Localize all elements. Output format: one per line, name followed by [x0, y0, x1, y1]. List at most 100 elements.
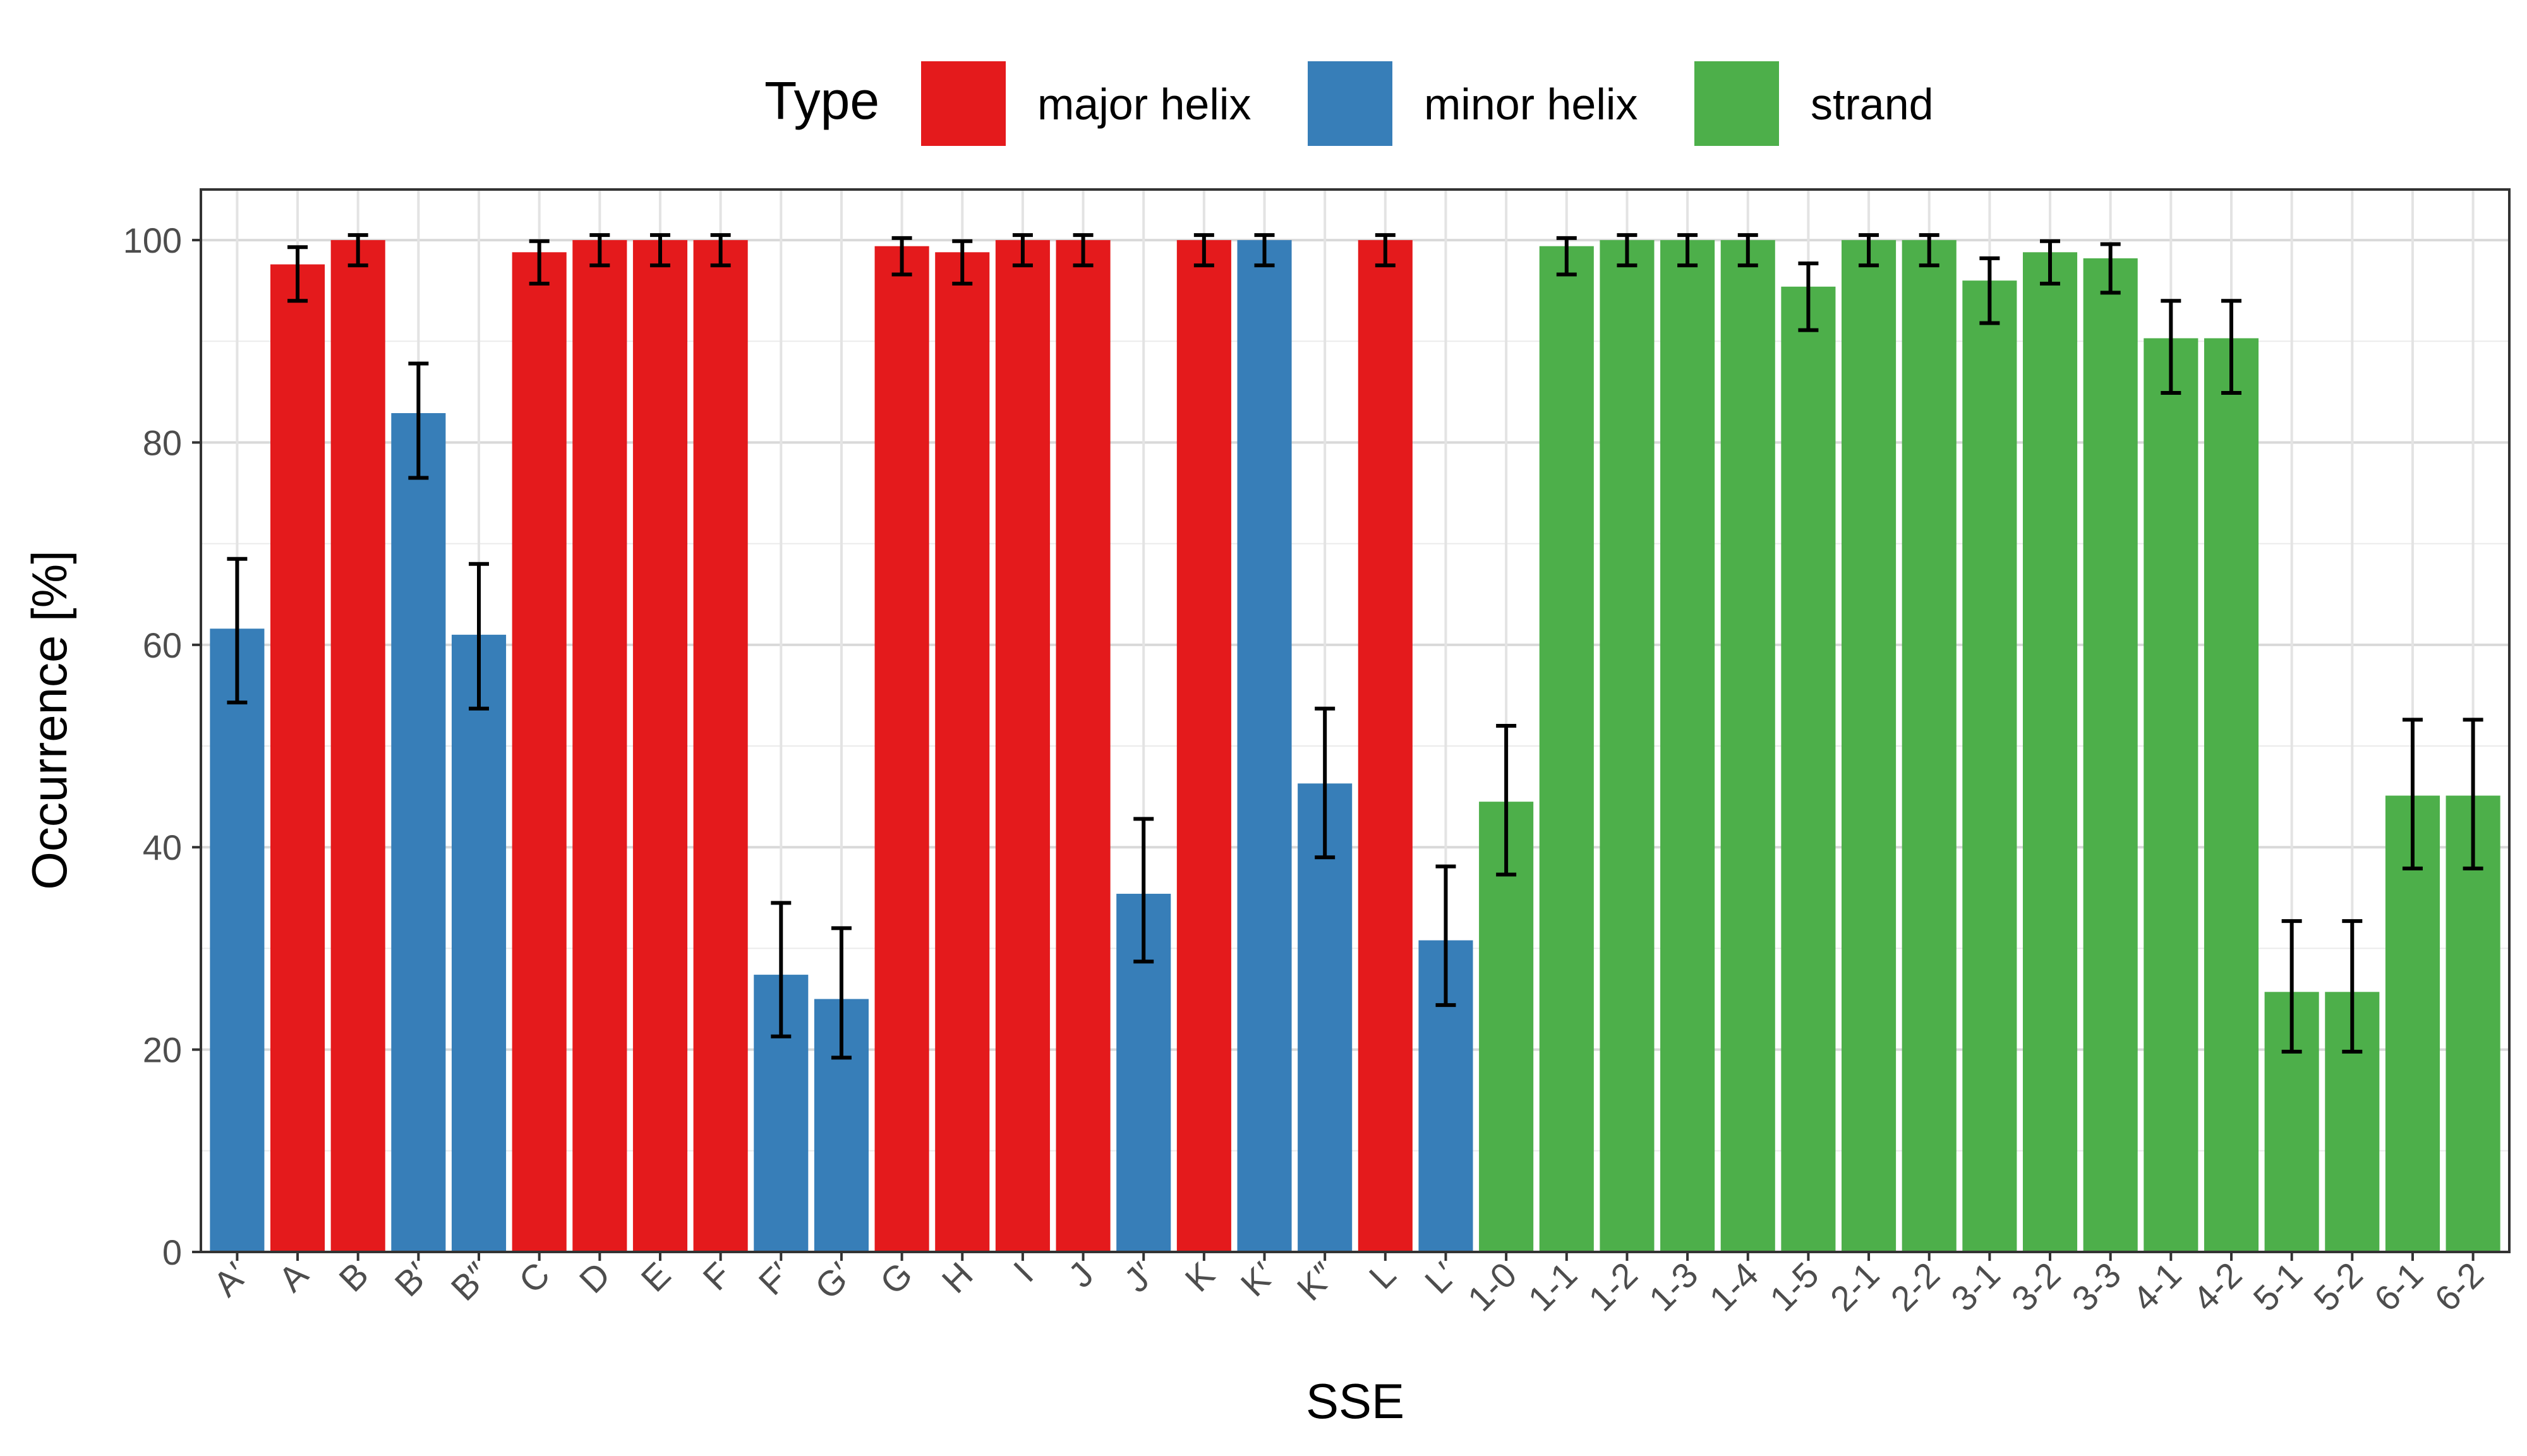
x-tick-label: B′: [387, 1254, 436, 1304]
legend-key: [1308, 61, 1392, 146]
bar-L: [1358, 240, 1413, 1253]
error-bar-B: [347, 233, 368, 268]
error-bar-D: [589, 233, 610, 268]
x-tick-label: 1-3: [1641, 1254, 1706, 1319]
error-bar-C: [529, 239, 550, 286]
bar-3-3: [2083, 258, 2138, 1252]
x-tick-label: 5-1: [2245, 1254, 2310, 1319]
bar-6-2: [2446, 795, 2500, 1252]
x-tick-label: 6-1: [2367, 1254, 2431, 1319]
error-bar-K″: [1315, 706, 1336, 860]
x-tick-label: 1-2: [1581, 1254, 1645, 1319]
y-axis-title: Occurrence [%]: [21, 550, 77, 890]
error-bar-3-3: [2100, 242, 2121, 295]
x-tick-label: 2-1: [1823, 1254, 1887, 1319]
y-tick-label: 0: [162, 1232, 182, 1272]
x-tick-label: L′: [1417, 1254, 1464, 1301]
error-bar-E: [649, 233, 670, 268]
x-tick-label: B″: [443, 1254, 497, 1308]
error-bar-6-1: [2402, 718, 2423, 870]
bar-E: [632, 240, 688, 1253]
x-tick-label: B: [331, 1254, 376, 1299]
bar-H: [935, 252, 990, 1252]
x-tick-label: J′: [1116, 1254, 1162, 1300]
error-bar-B′: [408, 361, 429, 480]
error-bar-5-1: [2281, 919, 2302, 1054]
x-tick-label: 3-3: [2064, 1254, 2128, 1319]
y-tick-label: 40: [143, 827, 182, 867]
legend-key: [1694, 61, 1779, 146]
error-bar-4-1: [2161, 299, 2181, 395]
bar-1-4: [1720, 240, 1775, 1253]
bar-A′: [210, 629, 265, 1252]
bars: [210, 240, 2500, 1253]
error-bar-2-2: [1919, 233, 1939, 268]
bar-2-1: [1842, 240, 1897, 1253]
x-axis-title: SSE: [1306, 1373, 1404, 1429]
x-tick-label: C: [511, 1254, 557, 1301]
bar-2-2: [1902, 240, 1957, 1253]
bar-4-2: [2204, 338, 2259, 1252]
legend-entry-strand: strand: [1694, 61, 1934, 146]
x-tick-label: 3-2: [2004, 1254, 2068, 1319]
x-tick-label: 3-1: [1943, 1254, 2008, 1319]
bar-K′: [1237, 240, 1292, 1253]
error-bar-J: [1073, 233, 1094, 268]
error-bar-4-2: [2221, 299, 2241, 395]
x-tick-label: D: [572, 1254, 618, 1301]
legend-entry-minor: minor helix: [1308, 61, 1637, 146]
error-bar-B″: [469, 562, 490, 711]
x-tick-label: E: [633, 1254, 678, 1299]
error-bar-1-3: [1677, 233, 1698, 268]
error-bar-3-1: [1979, 256, 2000, 325]
bar-1-5: [1781, 286, 1836, 1253]
bar-1-1: [1539, 246, 1594, 1252]
x-tick-label: 1-0: [1460, 1254, 1524, 1319]
y-tick-label: 100: [123, 220, 182, 260]
x-tick-label: 4-2: [2185, 1254, 2250, 1319]
x-tick-label: K′: [1233, 1254, 1282, 1304]
error-bar-1-2: [1617, 233, 1637, 268]
error-bar-L: [1375, 233, 1396, 268]
x-tick-label: 4-1: [2125, 1254, 2189, 1319]
error-bar-3-2: [2040, 239, 2061, 286]
error-bar-L′: [1435, 864, 1456, 1008]
legend-title: Type: [764, 71, 879, 130]
bar-1-3: [1660, 240, 1715, 1253]
x-tick-label: 5-2: [2306, 1254, 2370, 1319]
x-tick-label: F′: [751, 1254, 799, 1303]
error-bars: [227, 233, 2483, 1060]
error-bar-A′: [227, 557, 248, 705]
error-bar-5-2: [2342, 919, 2363, 1054]
bar-4-1: [2144, 338, 2198, 1252]
error-bar-1-0: [1496, 724, 1517, 877]
error-bar-F′: [771, 901, 792, 1038]
bar-I: [995, 240, 1050, 1253]
bar-B′: [391, 413, 446, 1252]
x-tick-label: J: [1061, 1254, 1101, 1295]
bar-K: [1176, 240, 1231, 1253]
legend-key: [921, 61, 1006, 146]
x-tick-label: 1-4: [1701, 1254, 1766, 1319]
bar-3-1: [1962, 280, 2017, 1253]
legend-label: major helix: [1037, 80, 1251, 129]
x-tick-label: F: [695, 1254, 739, 1298]
y-axis: 0 20 40 60 80 100: [123, 220, 201, 1272]
x-tick-label: 6-2: [2427, 1254, 2491, 1319]
legend: Type major helix minor helix strand: [764, 61, 1934, 146]
error-bar-1-4: [1737, 233, 1758, 268]
x-tick-label: 1-1: [1520, 1254, 1584, 1319]
bar-A: [270, 264, 325, 1252]
bar-D: [572, 240, 627, 1253]
legend-label: minor helix: [1424, 80, 1637, 129]
error-bar-G: [891, 236, 912, 277]
bar-3-2: [2022, 252, 2078, 1252]
x-tick-label: G′: [807, 1254, 860, 1307]
bar-G: [874, 246, 929, 1252]
legend-entry-major: major helix: [921, 61, 1251, 146]
x-axis: A′ A B B′ B″ C D E F F′ G′ G H I J J′ K K′ K″ L L′1-01-11-21…: [205, 1252, 2491, 1319]
x-tick-label: L: [1361, 1254, 1404, 1297]
bar-F: [693, 240, 748, 1253]
